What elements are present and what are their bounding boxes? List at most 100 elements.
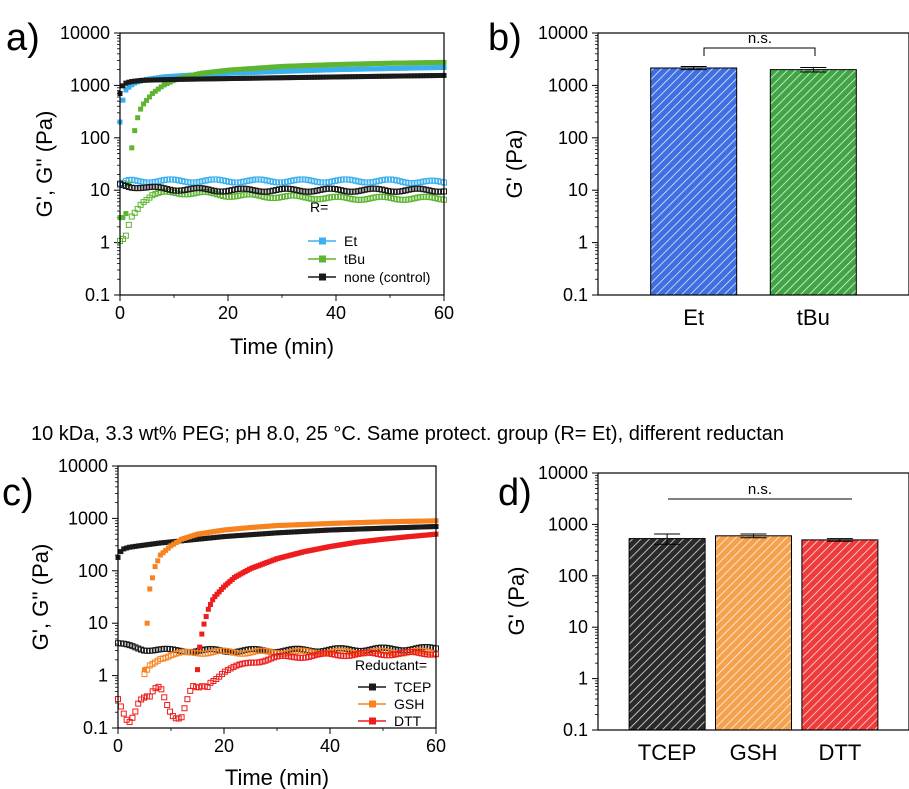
data-point (406, 60, 412, 66)
data-point (149, 575, 155, 581)
data-point (391, 60, 397, 66)
data-point (258, 75, 264, 81)
y-tick-label: 1000 (70, 75, 110, 95)
data-point (123, 87, 129, 93)
data-point (341, 61, 347, 67)
data-point (301, 522, 306, 528)
data-point (261, 75, 267, 81)
data-point (329, 527, 335, 533)
data-point (250, 75, 256, 81)
data-point (385, 66, 391, 72)
data-point (176, 538, 182, 544)
data-point (273, 75, 279, 81)
data-point (158, 540, 164, 546)
data-point (279, 75, 285, 81)
data-point (332, 62, 338, 68)
data-point (401, 525, 407, 531)
legend-label: GSH (394, 696, 424, 712)
data-point (429, 60, 435, 66)
data-point (197, 76, 203, 82)
legend-label: TCEP (394, 679, 431, 695)
data-point (367, 66, 373, 72)
data-point (291, 68, 297, 74)
data-point (135, 78, 141, 84)
data-point (373, 73, 379, 79)
data-point (208, 76, 214, 82)
data-point (335, 61, 341, 67)
x-tick-label: 40 (320, 736, 340, 756)
y-axis-title-a: G', G'' (Pa) (32, 111, 57, 218)
data-point (187, 534, 193, 540)
legend-entry: none (control) (308, 269, 430, 285)
data-point (163, 547, 169, 553)
data-point (152, 77, 158, 83)
data-point (164, 702, 171, 709)
data-point (359, 66, 365, 72)
data-point (176, 76, 182, 82)
data-point (407, 524, 413, 530)
data-point (353, 66, 359, 72)
significance-label-b: n.s. (748, 30, 772, 47)
data-point (396, 519, 402, 525)
data-point (306, 68, 312, 74)
data-point (379, 60, 385, 66)
data-point (232, 526, 238, 532)
data-point (199, 536, 205, 542)
data-point (293, 522, 299, 528)
data-point (279, 68, 285, 74)
data-point (205, 535, 211, 541)
data-point (185, 73, 191, 79)
data-point (176, 73, 182, 79)
data-point (311, 62, 317, 68)
data-point (202, 536, 208, 542)
data-point (210, 535, 216, 541)
data-point (225, 533, 231, 539)
data-point (340, 520, 346, 526)
x-tick-label: 40 (326, 303, 346, 323)
data-point (308, 521, 314, 527)
data-point (195, 667, 200, 673)
data-point (400, 65, 406, 71)
data-point (208, 529, 214, 535)
error-bar (740, 533, 767, 539)
data-point (352, 526, 358, 532)
data-point (129, 145, 135, 151)
data-point (264, 64, 270, 70)
data-point (155, 77, 161, 83)
data-point (372, 519, 378, 525)
data-point (409, 65, 415, 71)
data-point (326, 67, 332, 73)
data-point (255, 75, 261, 81)
data-point (413, 524, 419, 530)
data-point (364, 519, 370, 525)
data-point (199, 76, 205, 82)
error-bar (800, 66, 827, 73)
data-point (326, 527, 332, 533)
data-point (274, 523, 280, 529)
data-point (141, 542, 147, 548)
legend-title-a: R= (310, 199, 328, 215)
data-point (181, 705, 188, 712)
data-point (173, 73, 179, 79)
data-point (367, 519, 373, 525)
data-point (210, 529, 216, 535)
series-none-control--storage (117, 72, 447, 97)
data-point (372, 525, 378, 531)
legend-title-c: Reductant= (355, 657, 427, 673)
data-point (241, 75, 247, 81)
data-point (400, 60, 406, 66)
data-point (168, 543, 174, 549)
data-point (412, 60, 418, 66)
data-point (403, 65, 409, 71)
y-tick-label: 1000 (548, 75, 588, 95)
data-point (385, 73, 391, 79)
data-point (347, 66, 353, 72)
legend-label: none (control) (344, 269, 430, 285)
data-point (429, 65, 435, 71)
data-point (438, 65, 444, 71)
data-point (351, 520, 357, 526)
data-point (359, 74, 365, 80)
error-bar (654, 533, 681, 545)
data-point (147, 541, 153, 547)
